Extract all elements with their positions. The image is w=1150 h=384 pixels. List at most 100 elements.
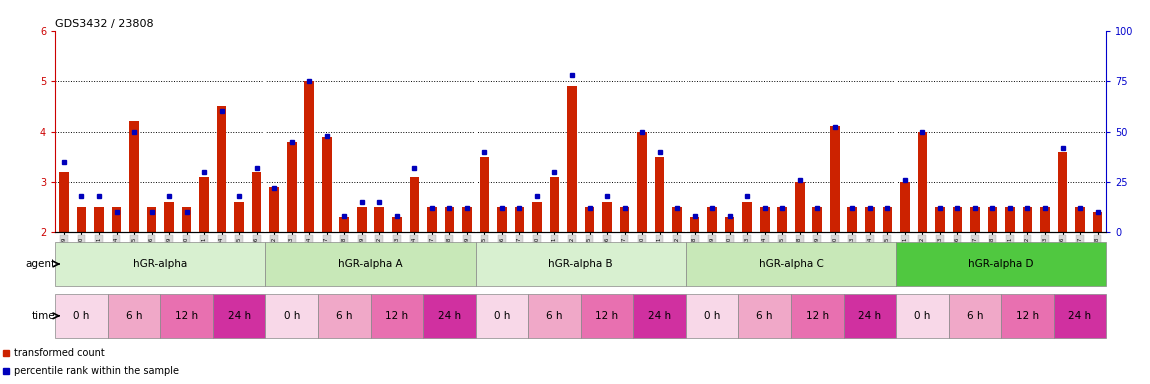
Bar <box>409 177 419 232</box>
Bar <box>199 177 209 232</box>
Bar <box>55 294 108 338</box>
Text: 24 h: 24 h <box>438 311 461 321</box>
Bar <box>567 86 577 232</box>
Bar <box>213 294 266 338</box>
Text: time: time <box>31 311 55 321</box>
Text: agent: agent <box>25 259 55 269</box>
Bar <box>896 294 949 338</box>
Text: GDS3432 / 23808: GDS3432 / 23808 <box>55 19 154 29</box>
Bar <box>445 207 454 232</box>
Bar <box>900 182 910 232</box>
Bar <box>843 294 896 338</box>
Text: 24 h: 24 h <box>228 311 251 321</box>
Text: 0 h: 0 h <box>704 311 720 321</box>
Bar <box>1075 207 1084 232</box>
Bar <box>738 294 791 338</box>
Text: hGR-alpha B: hGR-alpha B <box>549 259 613 269</box>
Bar <box>217 106 227 232</box>
Bar <box>949 294 1002 338</box>
Bar <box>356 207 367 232</box>
Bar <box>108 294 160 338</box>
Bar <box>235 202 244 232</box>
Bar <box>305 81 314 232</box>
Bar <box>584 207 595 232</box>
Bar <box>462 207 471 232</box>
Bar <box>427 207 437 232</box>
Bar <box>77 207 86 232</box>
Bar <box>480 157 489 232</box>
Bar <box>1053 294 1106 338</box>
Text: 6 h: 6 h <box>125 311 143 321</box>
Bar <box>707 207 716 232</box>
Bar <box>476 294 528 338</box>
Bar <box>882 207 892 232</box>
Bar <box>795 182 805 232</box>
Text: hGR-alpha D: hGR-alpha D <box>968 259 1034 269</box>
Bar <box>476 242 685 286</box>
Bar <box>685 242 896 286</box>
Bar <box>896 242 1106 286</box>
Text: 0 h: 0 h <box>284 311 300 321</box>
Bar <box>286 142 297 232</box>
Bar <box>164 202 174 232</box>
Bar <box>620 207 629 232</box>
Text: 24 h: 24 h <box>1068 311 1091 321</box>
Bar <box>830 126 840 232</box>
Bar <box>550 177 559 232</box>
Text: 12 h: 12 h <box>1015 311 1040 321</box>
Bar <box>603 202 612 232</box>
Bar <box>160 294 213 338</box>
Bar <box>865 207 875 232</box>
Bar <box>322 137 331 232</box>
Bar <box>1040 207 1050 232</box>
Bar <box>112 207 122 232</box>
Bar <box>637 131 647 232</box>
Bar <box>760 207 769 232</box>
Text: 0 h: 0 h <box>914 311 930 321</box>
Bar <box>339 217 350 232</box>
Bar <box>266 294 317 338</box>
Bar <box>988 207 997 232</box>
Text: 24 h: 24 h <box>858 311 881 321</box>
Text: 6 h: 6 h <box>546 311 562 321</box>
Bar <box>634 294 685 338</box>
Bar <box>514 207 524 232</box>
Bar <box>690 217 699 232</box>
Bar <box>1002 294 1053 338</box>
Bar <box>370 294 423 338</box>
Bar <box>317 294 370 338</box>
Bar <box>1058 152 1067 232</box>
Bar <box>1022 207 1033 232</box>
Bar <box>59 172 69 232</box>
Text: hGR-alpha A: hGR-alpha A <box>338 259 402 269</box>
Bar <box>269 187 279 232</box>
Bar <box>724 217 735 232</box>
Text: 0 h: 0 h <box>493 311 511 321</box>
Text: 0 h: 0 h <box>74 311 90 321</box>
Bar <box>497 207 507 232</box>
Text: hGR-alpha: hGR-alpha <box>133 259 187 269</box>
Bar <box>1005 207 1014 232</box>
Text: 12 h: 12 h <box>385 311 408 321</box>
Bar <box>673 207 682 232</box>
Bar <box>743 202 752 232</box>
Bar <box>685 294 738 338</box>
Bar <box>182 207 191 232</box>
Bar <box>1092 212 1103 232</box>
Bar <box>147 207 156 232</box>
Text: hGR-alpha C: hGR-alpha C <box>759 259 823 269</box>
Bar <box>971 207 980 232</box>
Text: 24 h: 24 h <box>647 311 672 321</box>
Bar <box>266 242 476 286</box>
Bar <box>777 207 787 232</box>
Bar <box>935 207 944 232</box>
Bar <box>94 207 103 232</box>
Bar <box>392 217 401 232</box>
Bar <box>918 131 927 232</box>
Bar <box>129 121 139 232</box>
Text: transformed count: transformed count <box>14 348 105 358</box>
Bar <box>252 172 261 232</box>
Bar <box>791 294 843 338</box>
Bar <box>375 207 384 232</box>
Text: 12 h: 12 h <box>175 311 198 321</box>
